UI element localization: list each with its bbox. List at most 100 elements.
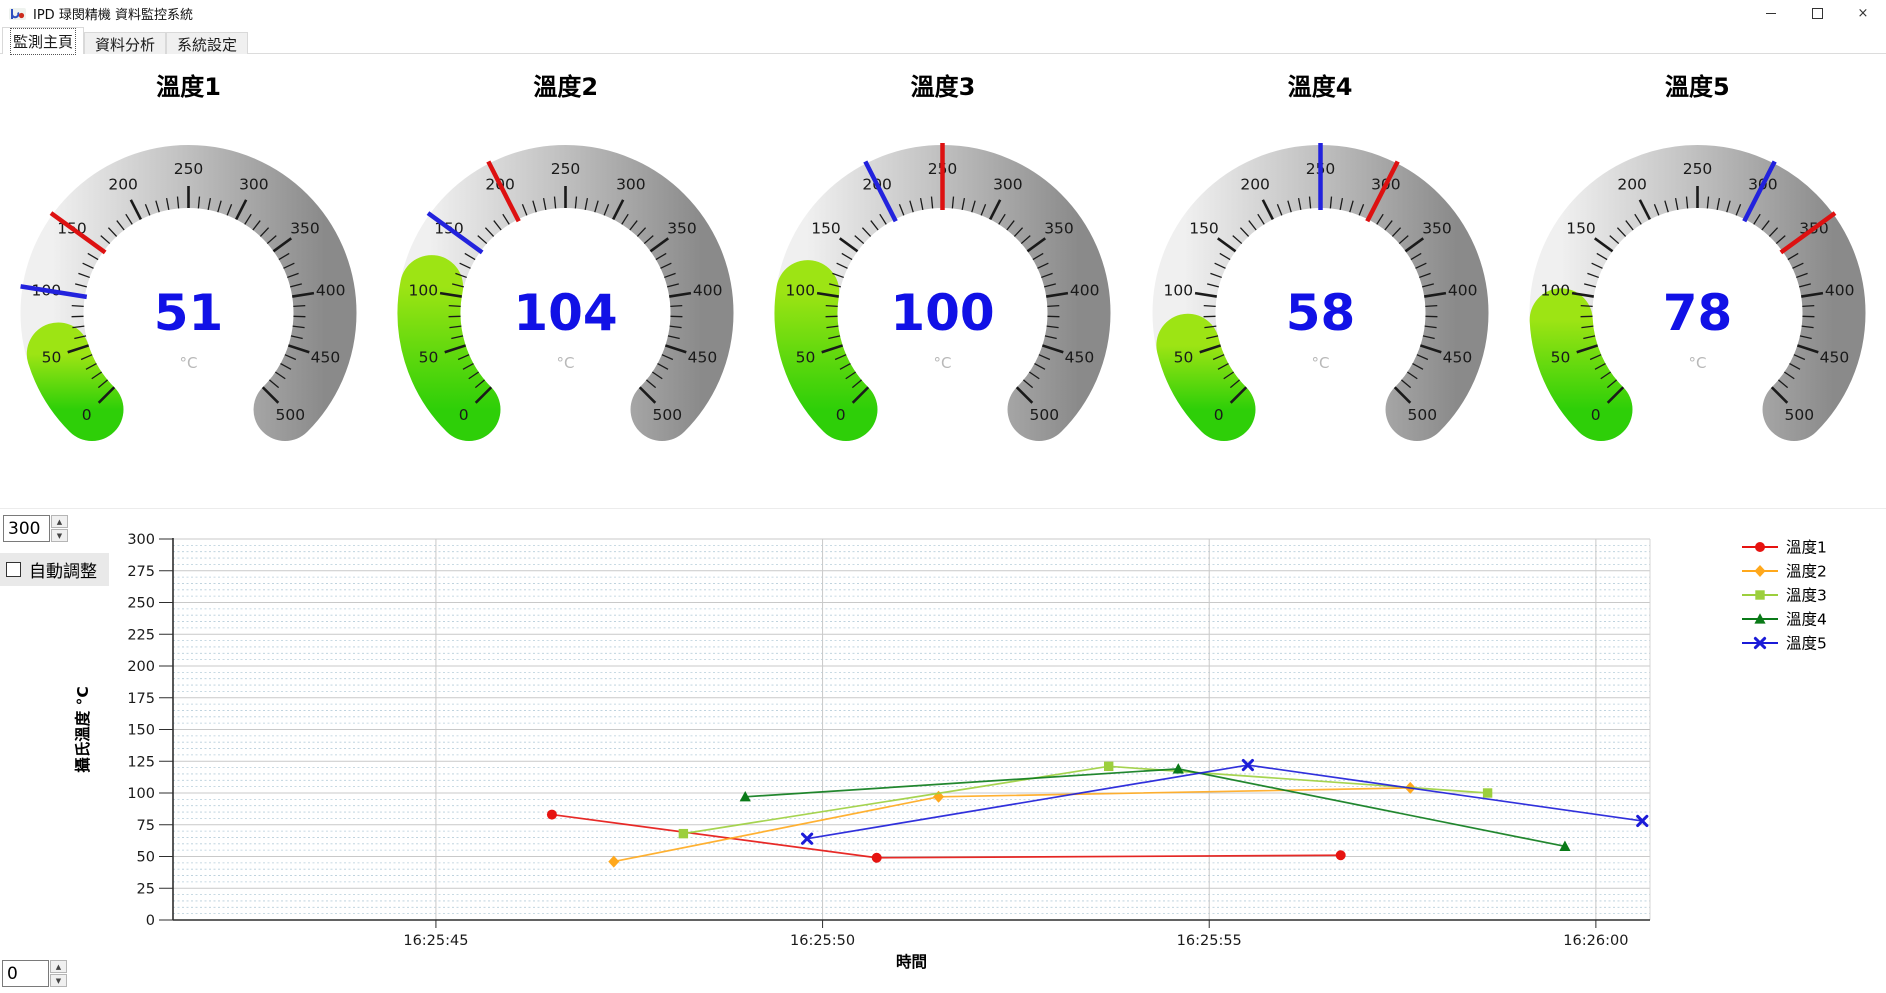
y-max-up-button[interactable]: ▲ bbox=[51, 515, 68, 528]
gauge-tick bbox=[448, 305, 461, 308]
gauge-tick-label: 500 bbox=[276, 406, 306, 424]
gauge-tick bbox=[266, 235, 277, 245]
gauge-value-arc bbox=[397, 255, 501, 442]
trend-chart: 0 25 50 75 100 125 150 175 200 225 250 275 300 16:25:… bbox=[73, 532, 1827, 971]
gauge-tick bbox=[1791, 262, 1804, 269]
tab-1[interactable]: 監測主頁 bbox=[2, 27, 85, 55]
gauge-blue-threshold bbox=[426, 211, 484, 255]
y-min-spinner[interactable]: 0 ▲ ▼ bbox=[2, 960, 67, 987]
gauge-tick bbox=[817, 291, 840, 298]
series-marker-3 bbox=[1482, 788, 1493, 798]
gauge-tick bbox=[290, 335, 303, 340]
gauge-tick bbox=[252, 220, 261, 231]
series-marker-5 bbox=[1241, 758, 1254, 772]
gauge-tick bbox=[660, 262, 672, 269]
series-marker-4 bbox=[1172, 763, 1184, 774]
gauge-tick bbox=[475, 379, 486, 389]
gauge-unit: °C bbox=[1311, 354, 1329, 372]
y-tick-label: 50 bbox=[137, 850, 155, 866]
gauge-tick-label: 200 bbox=[108, 176, 138, 194]
title-bar: IPD 琭閔精機 資料監控系統 × bbox=[0, 0, 1886, 27]
series-marker-1 bbox=[1335, 850, 1346, 861]
gauge-tick-label: 450 bbox=[1819, 348, 1849, 366]
gauge-tick bbox=[1212, 354, 1224, 361]
gauge-tick bbox=[1591, 262, 1603, 269]
tab-3[interactable]: 系統設定 bbox=[166, 32, 249, 54]
gauge-tick bbox=[1021, 235, 1032, 245]
y-min-up-button[interactable]: ▲ bbox=[50, 960, 67, 973]
gauge-tick bbox=[1209, 272, 1222, 279]
autoscale-checkbox[interactable] bbox=[6, 562, 21, 577]
legend: 溫度1 溫度2 溫度3 溫度4 溫度5 bbox=[1742, 539, 1827, 653]
tab-strip: 監測主頁 資料分析 系統設定 bbox=[2, 27, 249, 55]
gauge-tick bbox=[1752, 213, 1761, 225]
gauge-tick bbox=[1419, 344, 1442, 354]
gauge-tick bbox=[1194, 291, 1217, 298]
tab-2[interactable]: 資料分析 bbox=[84, 32, 167, 54]
series-marker-3 bbox=[678, 828, 689, 839]
gauge-dial: 050100150200250300350400450500100°C bbox=[774, 143, 1111, 442]
legend-label: 溫度2 bbox=[1786, 563, 1827, 581]
minimize-button[interactable] bbox=[1748, 0, 1794, 27]
y-tick-label: 200 bbox=[127, 659, 155, 675]
gauge-tick bbox=[665, 344, 687, 354]
y-max-down-button[interactable]: ▼ bbox=[51, 529, 68, 542]
gauge-tick bbox=[455, 272, 468, 279]
legend-marker-2 bbox=[1754, 565, 1766, 577]
gauge-tick bbox=[1219, 252, 1231, 261]
series-marker-1 bbox=[546, 809, 557, 820]
y-min-input[interactable]: 0 bbox=[2, 960, 49, 987]
gauge-tick bbox=[1674, 197, 1679, 210]
gauge-value: 100 bbox=[891, 284, 995, 342]
x-tick-label: 16:25:50 bbox=[790, 933, 855, 949]
legend-item-1: 溫度1 bbox=[1742, 539, 1827, 557]
y-min-down-button[interactable]: ▼ bbox=[50, 974, 67, 987]
gauge-tick bbox=[1046, 325, 1060, 329]
gauge-tick bbox=[1802, 305, 1815, 308]
gauge-tick bbox=[100, 235, 111, 245]
gauge-tick bbox=[1775, 235, 1786, 245]
gauge-blue-threshold bbox=[863, 160, 899, 223]
gauge-tick bbox=[1205, 335, 1218, 340]
gauge-tick bbox=[1014, 227, 1024, 237]
gauge-tick bbox=[493, 220, 502, 231]
gauge-tick bbox=[91, 371, 103, 380]
gauge-tick-label: 100 bbox=[1540, 281, 1570, 299]
gauge-tick bbox=[612, 199, 625, 221]
gauge-tick bbox=[1799, 335, 1812, 340]
gauge-tick bbox=[989, 199, 1002, 221]
series-marker-5 bbox=[801, 832, 814, 845]
gauge-tick bbox=[272, 237, 293, 253]
gauge-tick bbox=[293, 305, 306, 308]
gauge-tick-label: 500 bbox=[1030, 406, 1060, 424]
legend-label: 溫度1 bbox=[1786, 539, 1827, 557]
window-title: IPD 琭閔精機 資料監控系統 bbox=[33, 8, 193, 23]
close-button[interactable]: × bbox=[1840, 0, 1886, 27]
gauge-tick bbox=[1418, 272, 1431, 279]
gauge-tick bbox=[839, 237, 859, 253]
gauge-value: 104 bbox=[514, 284, 618, 342]
gauge-tick-label: 400 bbox=[1447, 281, 1477, 299]
gauge-tick bbox=[1046, 291, 1069, 298]
gauge-tick-label: 100 bbox=[1163, 281, 1193, 299]
gauge-tick bbox=[1424, 325, 1437, 329]
gauge-tick bbox=[1706, 196, 1709, 209]
gauge-tick bbox=[459, 262, 471, 269]
y-tick-label: 125 bbox=[127, 754, 155, 770]
y-max-input[interactable]: 300 bbox=[3, 515, 50, 542]
maximize-button[interactable] bbox=[1794, 0, 1840, 27]
y-tick-label: 75 bbox=[137, 818, 155, 834]
gauge-tick bbox=[1685, 196, 1689, 209]
gauge-tick bbox=[835, 354, 847, 361]
gauge-5: 溫度505010015020025030035040045050078°C bbox=[1509, 54, 1886, 506]
gauge-tick bbox=[1308, 196, 1311, 209]
gauge-tick bbox=[464, 252, 476, 261]
series-line-1 bbox=[551, 813, 1341, 859]
gauge-tick bbox=[1583, 283, 1596, 288]
y-max-spinner[interactable]: 300 ▲ ▼ bbox=[3, 515, 68, 542]
gauge-tick bbox=[854, 235, 865, 245]
autoscale-checkbox-row[interactable]: 自動調整 bbox=[0, 553, 109, 586]
maximize-icon bbox=[1811, 8, 1823, 19]
gauge-value: 78 bbox=[1662, 284, 1732, 342]
gauge-unit: °C bbox=[557, 354, 575, 372]
